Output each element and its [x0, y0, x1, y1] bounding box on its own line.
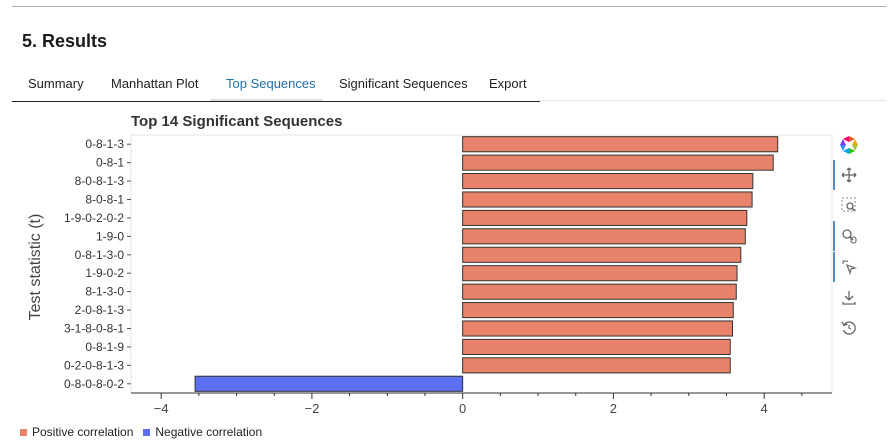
active-tool-indicator: [833, 160, 835, 190]
y-tick-label: 1-9-0-2: [85, 266, 124, 280]
tab-bar: Summary Manhattan Plot Top Sequences Sig…: [12, 66, 540, 102]
bar-8-0-8-1[interactable]: [462, 191, 753, 208]
active-tab-indicator: [210, 99, 322, 101]
y-tick-label: 8-0-8-1-3: [75, 174, 125, 188]
reset-icon[interactable]: [838, 317, 860, 339]
wheel-zoom-icon[interactable]: [838, 225, 860, 247]
bar-0-8-1-9[interactable]: [462, 338, 731, 355]
bar-0-8-1-3[interactable]: [462, 136, 779, 153]
bar-0-8-1-3-0[interactable]: [462, 246, 742, 263]
y-tick-label: 1-9-0: [96, 229, 124, 243]
bar-1-9-0-2-0-2[interactable]: [462, 209, 748, 226]
bar-3-1-8-0-8-1[interactable]: [462, 320, 734, 337]
tap-select-icon[interactable]: [838, 256, 860, 278]
y-tick-label: 1-9-0-2-0-2: [64, 211, 124, 225]
bar-0-8-1[interactable]: [462, 154, 774, 171]
y-tick-label: 0-8-0-8-0-2: [64, 377, 124, 391]
tab-summary[interactable]: Summary: [28, 76, 84, 91]
bar-8-1-3-0[interactable]: [462, 283, 737, 300]
legend-swatch-positive: [20, 428, 27, 436]
y-tick-label: 8-1-3-0: [85, 285, 124, 299]
legend: Positive correlation Negative correlatio…: [20, 425, 272, 439]
bar-1-9-0[interactable]: [462, 228, 746, 245]
x-tick-label: −2: [304, 401, 319, 416]
tab-export[interactable]: Export: [489, 76, 527, 91]
legend-label-positive: Positive correlation: [32, 425, 134, 439]
chart-title: Top 14 Significant Sequences: [131, 113, 343, 130]
top-divider: [12, 6, 886, 7]
save-icon[interactable]: [838, 287, 860, 309]
legend-label-negative: Negative correlation: [155, 425, 263, 439]
x-tick-label: −4: [154, 401, 169, 416]
tab-top-sequences[interactable]: Top Sequences: [226, 76, 316, 91]
bar-0-2-0-8-1-3[interactable]: [462, 357, 731, 374]
y-tick-label: 0-8-1-9: [85, 340, 124, 354]
active-tool-indicator-3: [833, 252, 835, 282]
tab-manhattan-plot[interactable]: Manhattan Plot: [111, 76, 199, 91]
tabs-divider: [540, 100, 886, 101]
x-tick-label: 4: [761, 401, 768, 416]
y-tick-label: 8-0-8-1: [85, 193, 124, 207]
y-tick-label: 0-2-0-8-1-3: [64, 358, 124, 372]
pan-icon[interactable]: [838, 164, 860, 186]
y-tick-label: 2-0-8-1-3: [75, 303, 125, 317]
active-tool-indicator-2: [833, 221, 835, 251]
box-zoom-icon[interactable]: [838, 194, 860, 216]
legend-item-negative[interactable]: Negative correlation: [143, 425, 262, 439]
bar-8-0-8-1-3[interactable]: [462, 173, 754, 190]
legend-swatch-negative: [143, 428, 151, 436]
tab-significant-sequences[interactable]: Significant Sequences: [339, 76, 468, 91]
y-tick-label: 0-8-1: [96, 156, 124, 170]
x-tick-label: 2: [610, 401, 617, 416]
bar-2-0-8-1-3[interactable]: [462, 302, 734, 319]
legend-item-positive[interactable]: Positive correlation: [20, 425, 133, 439]
section-title: 5. Results: [22, 31, 108, 51]
x-tick-label: 0: [459, 401, 466, 416]
bar-1-9-0-2[interactable]: [462, 265, 738, 282]
bar-0-8-0-8-0-2[interactable]: [194, 375, 464, 392]
y-tick-label: 0-8-1-3: [85, 137, 124, 151]
y-tick-label: 0-8-1-3-0: [75, 248, 125, 262]
bokeh-logo-icon[interactable]: [838, 134, 860, 156]
y-axis-label: Test statistic (t): [27, 214, 44, 321]
y-tick-label: 3-1-8-0-8-1: [64, 322, 124, 336]
